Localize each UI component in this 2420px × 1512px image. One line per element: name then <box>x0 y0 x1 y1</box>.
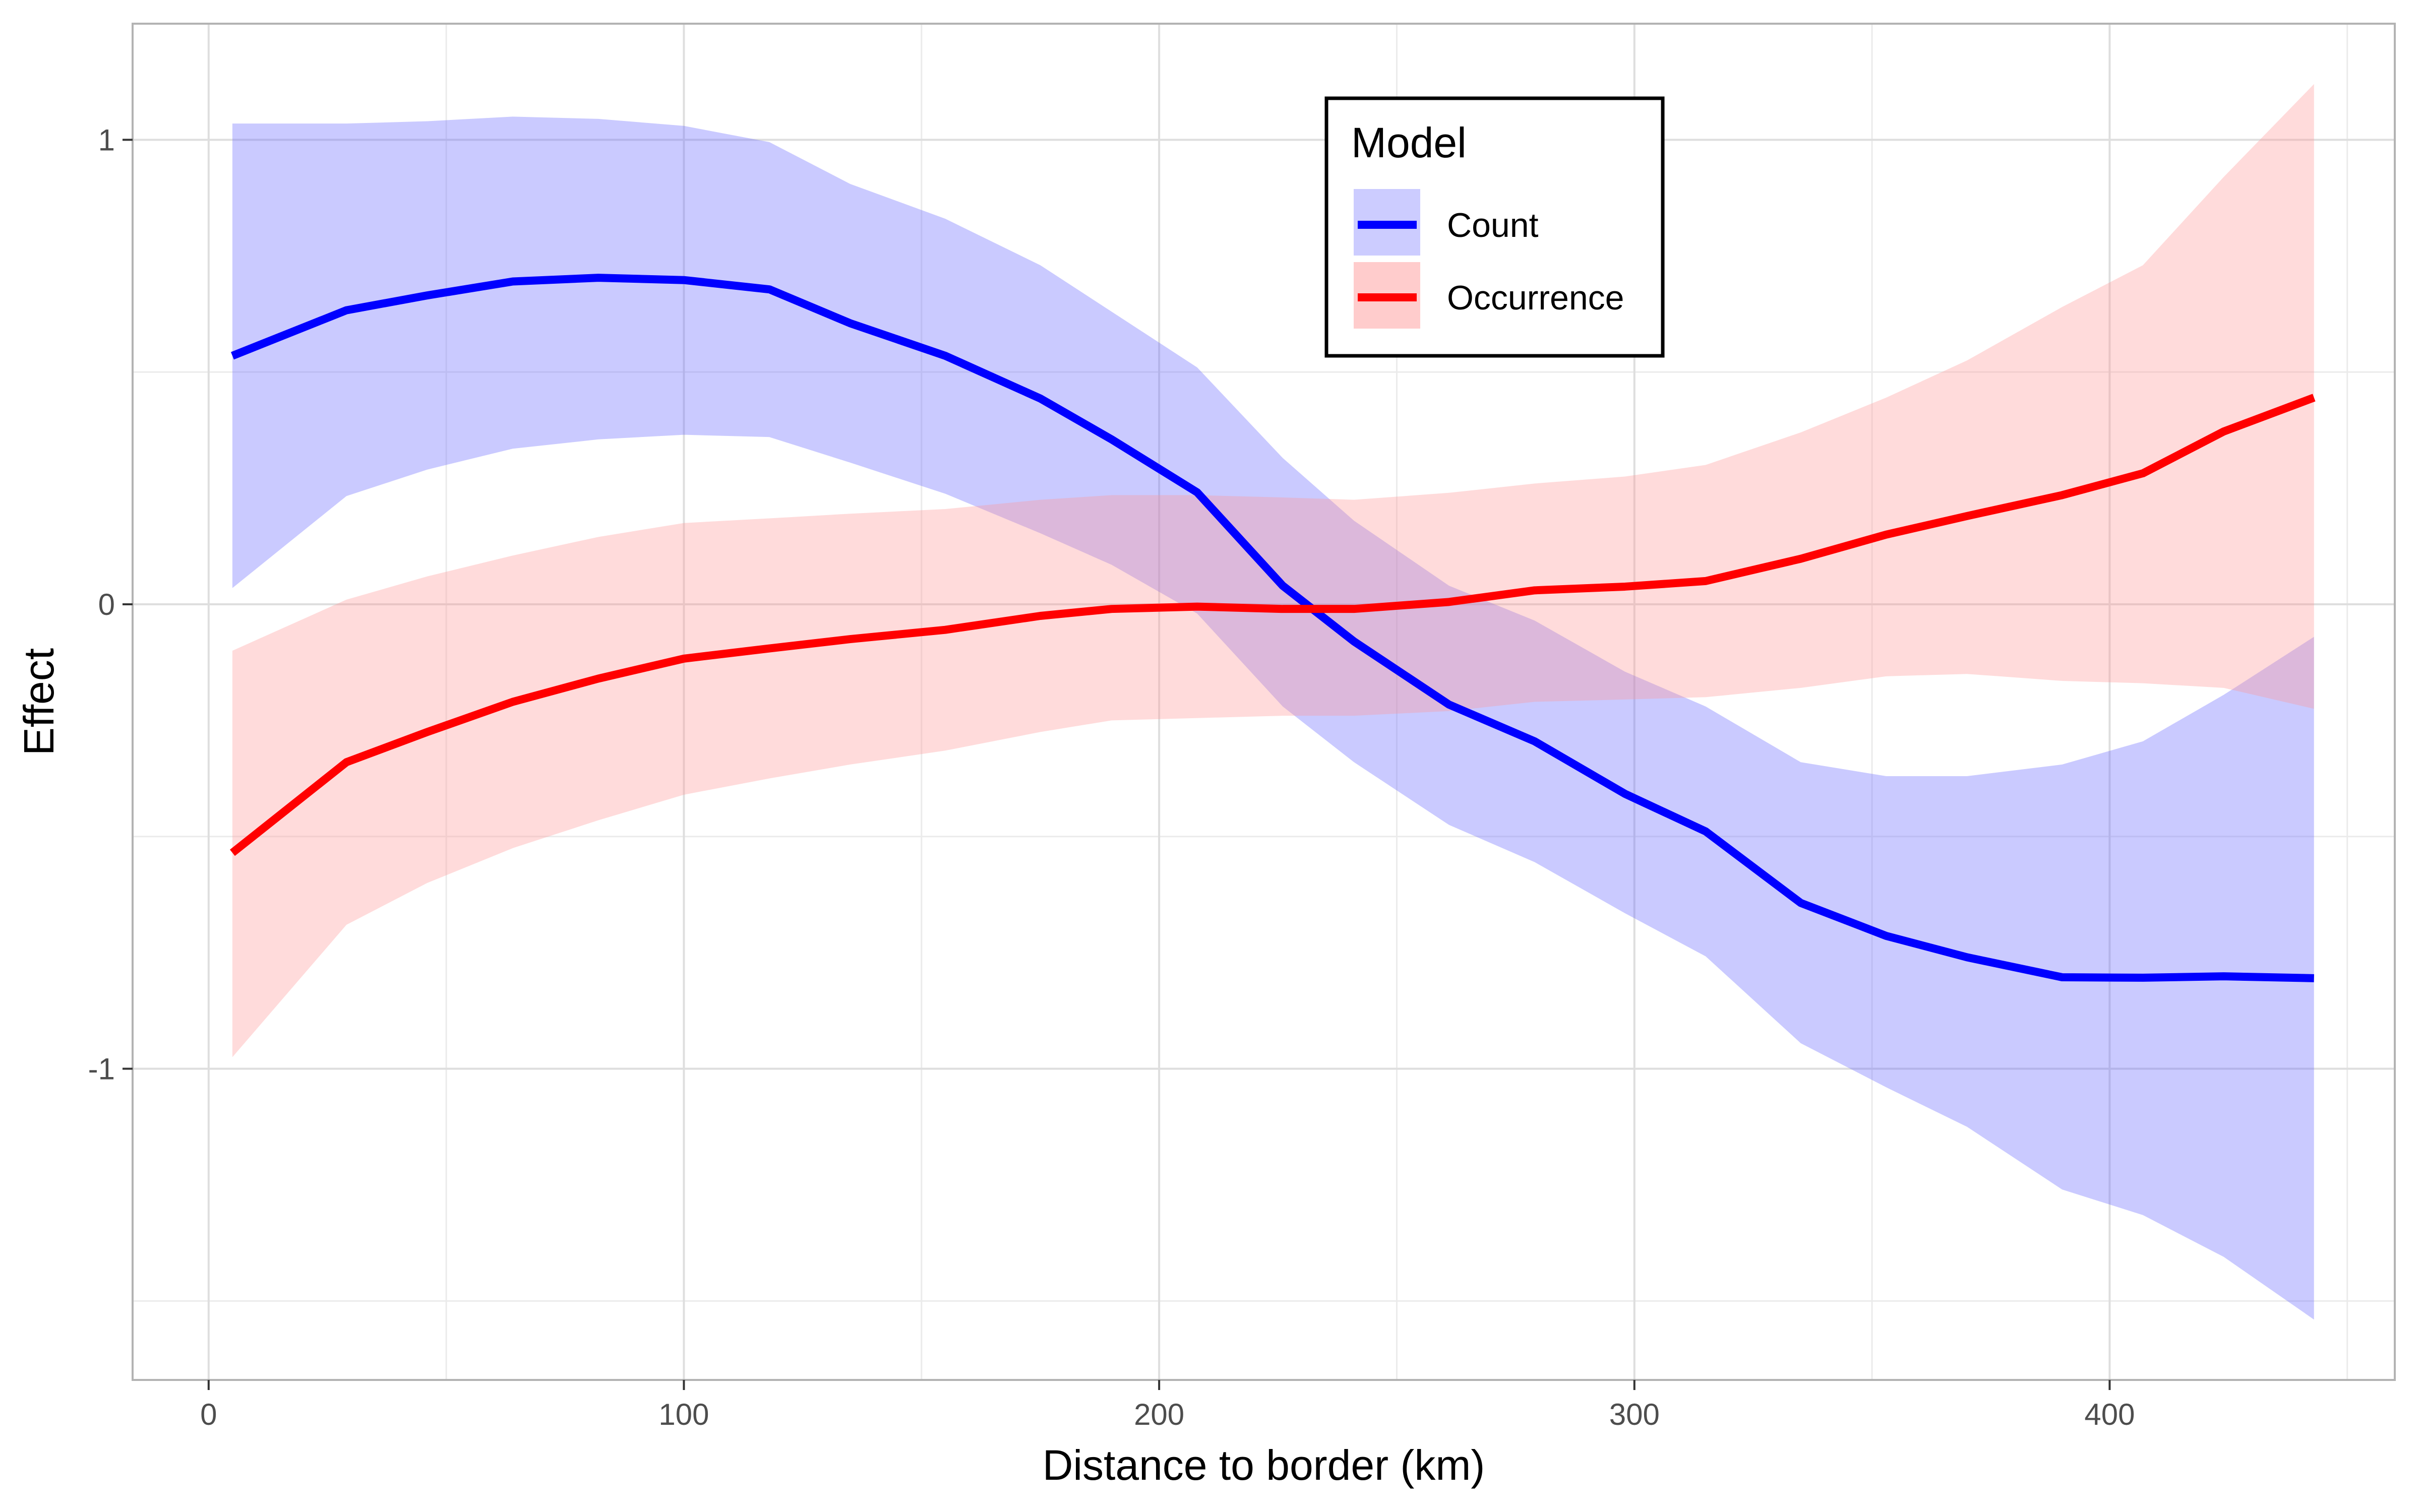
axis-ticks <box>123 139 2111 1390</box>
y-axis-title: Effect <box>15 648 63 755</box>
y-tick-label: 0 <box>98 588 115 621</box>
axis-tick-labels: 0 100 200 300 400 -1 0 1 <box>88 123 2135 1431</box>
x-tick-label: 200 <box>1134 1398 1184 1431</box>
x-axis-title: Distance to border (km) <box>1043 1441 1485 1489</box>
legend: Model Count Occurrence <box>1324 96 1665 358</box>
y-tick-label: -1 <box>88 1052 115 1086</box>
line-count <box>230 274 2314 982</box>
panel-border <box>132 23 2396 1381</box>
x-tick-label: 400 <box>2084 1398 2135 1431</box>
major-gridlines <box>133 24 2395 1380</box>
line-occurrence <box>229 394 2316 856</box>
series-lines <box>229 274 2316 982</box>
x-tick-label: 100 <box>658 1398 709 1431</box>
x-tick-label: 300 <box>1609 1398 1660 1431</box>
legend-title: Model <box>1351 119 1467 166</box>
legend-label-count: Count <box>1447 206 1539 244</box>
x-tick-label: 0 <box>200 1398 217 1431</box>
band-count <box>232 116 2314 1320</box>
y-tick-label: 1 <box>98 123 115 157</box>
legend-label-occurrence: Occurrence <box>1447 279 1624 317</box>
